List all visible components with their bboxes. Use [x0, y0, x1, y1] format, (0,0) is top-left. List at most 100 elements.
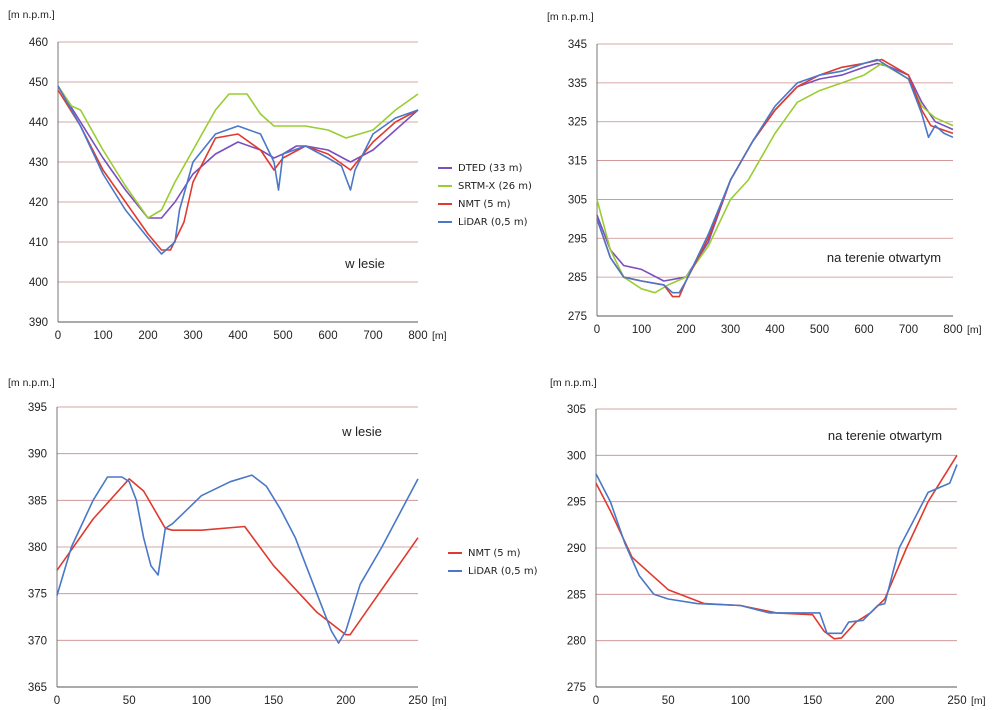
y-tick-label: 390 [29, 317, 48, 329]
x-tick-label: 600 [854, 324, 873, 336]
legend-item-lidar-bottom: LiDAR (0,5 m) [448, 563, 537, 581]
y-tick-label: 345 [568, 39, 587, 51]
x-tick-label: 150 [803, 695, 822, 707]
series-line-2 [56, 474, 419, 644]
series-line-4 [57, 85, 419, 255]
legend-item-dted: DTED (33 m) [438, 160, 532, 178]
y-tick-label: 380 [28, 542, 47, 554]
x-tick-label: 100 [192, 695, 211, 707]
legend-swatch-nmt-bottom [448, 552, 462, 554]
x-axis-unit: [m] [432, 330, 447, 342]
y-axis-label: [m n.p.m.] [8, 377, 55, 389]
x-axis-unit: [m] [971, 695, 986, 707]
x-tick-label: 800 [943, 324, 962, 336]
legend-top: DTED (33 m) SRTM-X (26 m) NMT (5 m) LiDA… [438, 160, 532, 232]
legend-label-lidar-bottom: LiDAR (0,5 m) [468, 566, 538, 577]
x-tick-label: 50 [123, 695, 136, 707]
y-tick-label: 305 [567, 404, 586, 416]
legend-label-nmt-bottom: NMT (5 m) [468, 548, 521, 559]
x-tick-label: 700 [899, 324, 918, 336]
legend-item-srtm: SRTM-X (26 m) [438, 178, 532, 196]
x-axis-unit: [m] [967, 324, 982, 336]
x-tick-label: 250 [408, 695, 427, 707]
chart-annotation: na terenie otwartym [827, 250, 941, 265]
x-tick-label: 100 [93, 330, 112, 342]
series-line-2 [57, 85, 419, 219]
x-tick-label: 0 [594, 324, 600, 336]
chart-annotation: na terenie otwartym [828, 428, 942, 443]
x-tick-label: 500 [273, 330, 292, 342]
y-tick-label: 365 [28, 682, 47, 694]
legend-swatch-lidar-bottom [448, 570, 462, 572]
y-tick-label: 390 [28, 449, 47, 461]
legend-swatch-lidar [438, 221, 452, 223]
y-tick-label: 430 [29, 157, 48, 169]
y-tick-label: 460 [29, 37, 48, 49]
legend-label-nmt: NMT (5 m) [458, 199, 511, 210]
y-tick-label: 305 [568, 194, 587, 206]
x-tick-label: 100 [731, 695, 750, 707]
y-tick-label: 300 [567, 450, 586, 462]
x-tick-label: 0 [55, 330, 61, 342]
y-tick-label: 440 [29, 117, 48, 129]
legend-item-nmt-bottom: NMT (5 m) [448, 545, 537, 563]
series-line-2 [595, 464, 958, 635]
x-tick-label: 100 [632, 324, 651, 336]
x-tick-label: 150 [264, 695, 283, 707]
x-tick-label: 300 [721, 324, 740, 336]
legend-label-dted: DTED (33 m) [458, 163, 523, 174]
legend-item-lidar: LiDAR (0,5 m) [438, 214, 532, 232]
y-tick-label: 280 [567, 636, 586, 648]
x-tick-label: 600 [318, 330, 337, 342]
series-line-1 [595, 454, 958, 640]
legend-label-lidar: LiDAR (0,5 m) [458, 217, 528, 228]
y-tick-label: 370 [28, 635, 47, 647]
x-tick-label: 500 [810, 324, 829, 336]
y-tick-label: 375 [28, 589, 47, 601]
y-axis-label: [m n.p.m.] [550, 377, 597, 389]
x-tick-label: 300 [183, 330, 202, 342]
x-tick-label: 200 [875, 695, 894, 707]
y-tick-label: 395 [28, 402, 47, 414]
y-tick-label: 295 [568, 233, 587, 245]
x-tick-label: 250 [947, 695, 966, 707]
series-line-3 [57, 89, 419, 251]
chart-annotation: w lesie [341, 424, 382, 439]
series-line-4 [596, 58, 954, 294]
x-tick-label: 400 [765, 324, 784, 336]
x-tick-label: 200 [138, 330, 157, 342]
x-tick-label: 800 [408, 330, 427, 342]
x-tick-label: 50 [662, 695, 675, 707]
legend-item-nmt: NMT (5 m) [438, 196, 532, 214]
legend-swatch-dted [438, 167, 452, 169]
x-tick-label: 700 [363, 330, 382, 342]
y-axis-label: [m n.p.m.] [547, 11, 594, 23]
y-axis-label: [m n.p.m.] [8, 9, 55, 21]
series-line-1 [57, 85, 419, 219]
legend-bottom: NMT (5 m) LiDAR (0,5 m) [448, 545, 537, 581]
x-tick-label: 200 [336, 695, 355, 707]
y-tick-label: 295 [567, 497, 586, 509]
y-tick-label: 420 [29, 197, 48, 209]
y-tick-label: 290 [567, 543, 586, 555]
y-tick-label: 410 [29, 237, 48, 249]
legend-label-srtm: SRTM-X (26 m) [458, 181, 532, 192]
x-tick-label: 0 [54, 695, 60, 707]
y-tick-label: 325 [568, 117, 587, 129]
x-tick-label: 400 [228, 330, 247, 342]
legend-swatch-nmt [438, 203, 452, 205]
y-tick-label: 285 [568, 272, 587, 284]
y-tick-label: 450 [29, 77, 48, 89]
y-tick-label: 275 [567, 682, 586, 694]
series-line-1 [596, 62, 954, 282]
legend-swatch-srtm [438, 185, 452, 187]
chart-annotation: w lesie [344, 256, 385, 271]
y-tick-label: 275 [568, 311, 587, 323]
y-tick-label: 400 [29, 277, 48, 289]
x-tick-label: 200 [676, 324, 695, 336]
y-tick-label: 385 [28, 495, 47, 507]
y-tick-label: 335 [568, 78, 587, 90]
y-tick-label: 315 [568, 156, 587, 168]
x-tick-label: 0 [593, 695, 599, 707]
